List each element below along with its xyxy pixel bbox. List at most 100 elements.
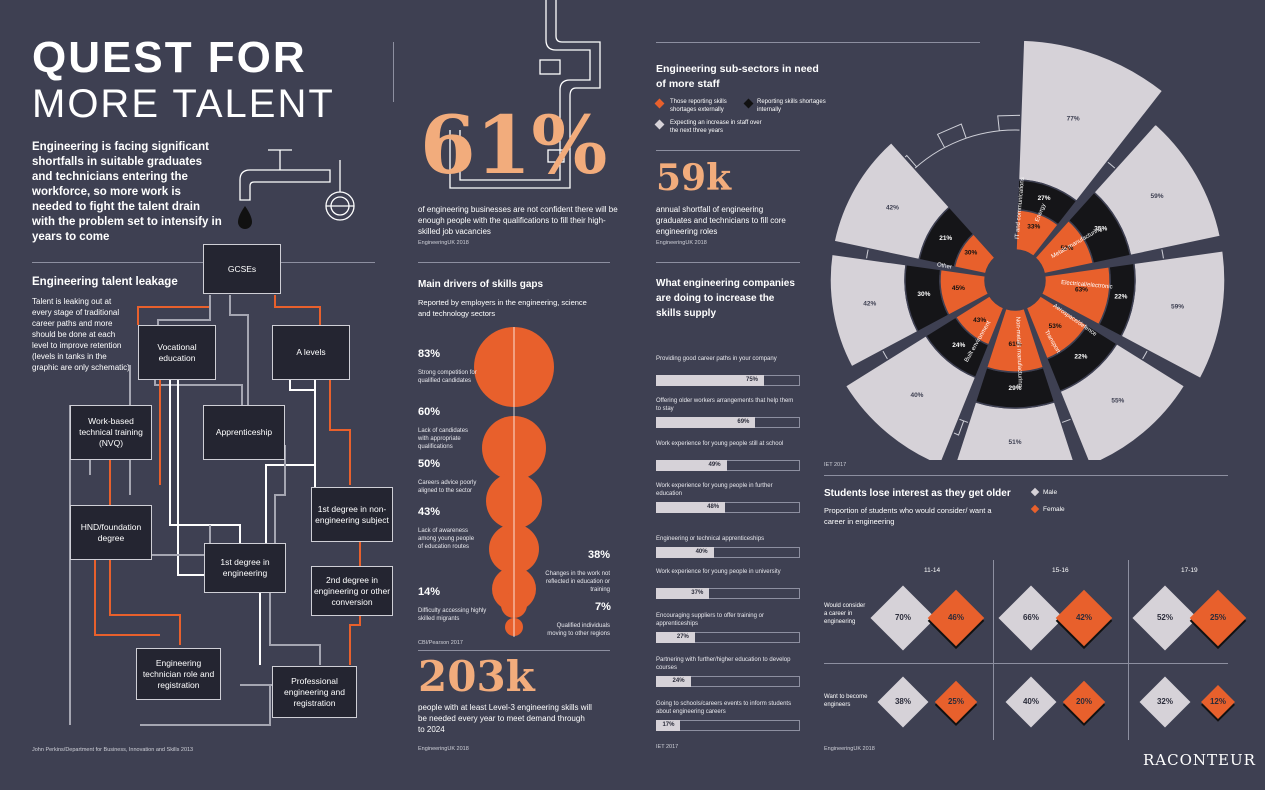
driver-pct-43: 43% — [418, 506, 441, 518]
gear-tooth — [936, 123, 967, 148]
sector-name: Other — [936, 262, 952, 271]
divider — [418, 650, 610, 651]
tank-vocational-education: Vocational education — [138, 325, 216, 380]
stat-59k-value: 59k — [656, 157, 732, 199]
sector-increase-value: 42% — [886, 204, 899, 211]
stat-61-source: EngineeringUK 2018 — [418, 240, 469, 246]
tank-apprenticeship: Apprenticeship — [203, 405, 285, 460]
action-bar — [656, 676, 691, 687]
actions-title: What engineering companies are doing to … — [656, 278, 795, 319]
sector-external-value: 63% — [1075, 287, 1088, 294]
divider — [656, 150, 800, 151]
legend-female-icon — [1030, 504, 1040, 514]
action-label: Work experience for young people in univ… — [656, 569, 781, 575]
female-value: 25% — [1209, 613, 1226, 622]
legend-increase-icon — [654, 119, 665, 130]
legend-male: Male — [1043, 489, 1058, 496]
stat-59k-text: annual shortfall of engineering graduate… — [656, 205, 786, 236]
stat-203k-source: EngineeringUK 2018 — [418, 746, 469, 752]
students-source: EngineeringUK 2018 — [824, 746, 875, 752]
tank-1st-degree-engineering: 1st degree in engineering — [204, 543, 286, 593]
age-17-19: 17-19 — [1181, 567, 1198, 574]
divider — [393, 42, 394, 102]
male-value: 66% — [1022, 613, 1039, 622]
tank-gcses: GCSEs — [203, 244, 281, 294]
action-bar-value: 17% — [662, 722, 675, 728]
action-bar-value: 37% — [691, 590, 704, 596]
sector-increase-value: 59% — [1171, 304, 1184, 311]
driver-label-38: Changes in the work not reflected in edu… — [545, 571, 610, 593]
driver-label-7: Qualified individuals moving to other re… — [547, 623, 610, 637]
sector-increase — [955, 400, 1075, 460]
driver-pct-7: 7% — [595, 601, 611, 613]
drivers-title: Main drivers of skills gaps — [418, 279, 544, 290]
female-value: 25% — [947, 697, 964, 706]
action-bar-value: 69% — [737, 419, 750, 425]
drivers-subtitle: Reported by employers in the engineering… — [418, 298, 587, 318]
action-bar-value: 40% — [695, 549, 708, 555]
subsectors-radial-chart: 33% 27% 77% 52% 35% 59% 63% 22% 59% 53% 22% 55% 61% 2… — [829, 40, 1226, 460]
divider — [824, 663, 1228, 664]
age-11-14: 11-14 — [924, 567, 941, 574]
sector-external-value: 45% — [952, 285, 965, 292]
sector-external-value: 61% — [1008, 341, 1021, 348]
sector-internal-value: 30% — [917, 291, 930, 298]
divider — [1128, 560, 1129, 740]
action-bar — [656, 632, 695, 643]
stat-203k-value: 203k — [418, 652, 535, 701]
sector-increase-value: 42% — [863, 301, 876, 308]
driver-pct-50: 50% — [418, 458, 441, 470]
intro-text: Engineering is facing significant shortf… — [32, 141, 222, 243]
legend-internal: Reporting skills shortages internally — [757, 99, 826, 113]
sector-name: IT and communications — [1015, 177, 1026, 239]
row-consider-label: Would consider a career in engineering — [824, 603, 866, 625]
sector-internal-value: 22% — [1074, 354, 1087, 361]
action-label: Engineering or technical apprenticeships — [656, 536, 765, 542]
tank-2nd-degree: 2nd degree in engineering or other conve… — [311, 566, 393, 616]
stat-61-value: 61% — [420, 98, 608, 192]
sector-external — [954, 294, 1005, 346]
sector-internal-value: 27% — [1038, 195, 1051, 202]
drivers-source: CBI/Pearson 2017 — [418, 640, 463, 646]
action-bar — [656, 720, 681, 731]
male-value: 38% — [894, 697, 911, 706]
action-bar — [656, 460, 727, 471]
tank-work-based-training: Work-based technical training (NVQ) — [70, 405, 152, 460]
legend-increase: Expecting an increase in staff over the … — [670, 120, 762, 134]
action-label: Partnering with further/higher education… — [656, 657, 791, 671]
legend-external: Those reporting skills shortages externa… — [670, 99, 727, 113]
action-bar — [656, 588, 710, 599]
sector-increase-value: 51% — [1008, 439, 1021, 446]
actions-source: IET 2017 — [656, 744, 679, 750]
action-bar-value: 24% — [672, 678, 685, 684]
action-label: Offering older workers arrangements that… — [656, 398, 794, 412]
sector-external-value: 33% — [1027, 223, 1040, 230]
driver-pct-38: 38% — [588, 549, 611, 561]
sector-internal-value: 29% — [1008, 385, 1021, 392]
female-value: 12% — [1209, 697, 1226, 706]
students-subtitle: Proportion of students who would conside… — [824, 506, 992, 526]
row-become-label: Want to become engineers — [824, 694, 868, 708]
legend-female: Female — [1043, 506, 1065, 513]
driver-label-50: Careers advice poorly aligned to the sec… — [418, 480, 477, 494]
sector-name: Non-metals manufacturing — [1014, 317, 1022, 388]
sector-increase-value: 55% — [1111, 398, 1124, 405]
divider — [418, 262, 610, 263]
subsectors-source: IET 2017 — [824, 462, 847, 468]
sector-internal-value: 24% — [952, 342, 965, 349]
tank-technician-role: Engineering technician role and registra… — [136, 648, 221, 700]
drivers-circles — [474, 327, 554, 637]
driver-label-83: Strong competition for qualified candida… — [418, 370, 477, 384]
leakage-desc: Talent is leaking out at every stage of … — [32, 297, 130, 372]
age-15-16: 15-16 — [1052, 567, 1069, 574]
drop-icon — [238, 206, 252, 229]
driver-label-43: Lack of awareness among young people of … — [418, 528, 475, 550]
sector-external-value: 43% — [973, 317, 986, 324]
action-bar-value: 75% — [746, 377, 759, 383]
action-label: Encouraging suppliers to offer training … — [656, 613, 764, 627]
sector-external-value: 30% — [964, 250, 977, 257]
stat-61-text: of engineering businesses are not confid… — [418, 205, 618, 236]
male-value: 52% — [1156, 613, 1173, 622]
sector-internal-value: 21% — [939, 235, 952, 242]
